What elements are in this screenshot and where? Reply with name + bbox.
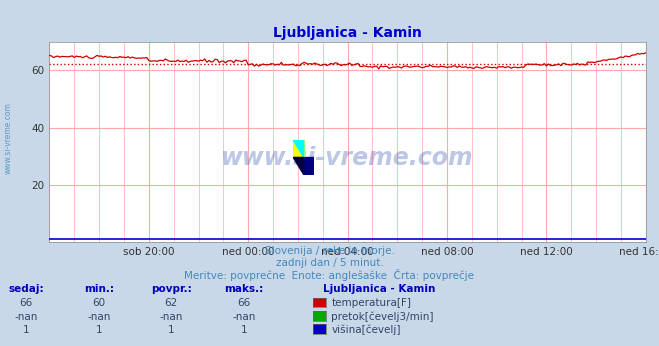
Text: maks.:: maks.: (224, 284, 264, 294)
Text: Ljubljanica - Kamin: Ljubljanica - Kamin (323, 284, 436, 294)
Text: -nan: -nan (159, 312, 183, 322)
Text: sedaj:: sedaj: (9, 284, 44, 294)
Text: -nan: -nan (14, 312, 38, 322)
Text: Meritve: povprečne  Enote: anglešaške  Črta: povprečje: Meritve: povprečne Enote: anglešaške Črt… (185, 268, 474, 281)
Text: temperatura[F]: temperatura[F] (331, 298, 411, 308)
Text: -nan: -nan (87, 312, 111, 322)
Text: zadnji dan / 5 minut.: zadnji dan / 5 minut. (275, 258, 384, 268)
Text: min.:: min.: (84, 284, 114, 294)
Bar (304, 157, 314, 175)
Text: 1: 1 (168, 325, 175, 335)
Text: pretok[čevelj3/min]: pretok[čevelj3/min] (331, 311, 434, 322)
Text: 1: 1 (241, 325, 247, 335)
Text: Slovenija / reke in morje.: Slovenija / reke in morje. (264, 246, 395, 256)
Bar (293, 140, 304, 157)
Polygon shape (293, 157, 304, 175)
Text: 62: 62 (165, 298, 178, 308)
Text: www.si-vreme.com: www.si-vreme.com (3, 102, 13, 174)
Text: 1: 1 (96, 325, 102, 335)
Text: višina[čevelj]: višina[čevelj] (331, 324, 401, 335)
Title: Ljubljanica - Kamin: Ljubljanica - Kamin (273, 26, 422, 40)
Text: povpr.:: povpr.: (151, 284, 192, 294)
Polygon shape (293, 140, 304, 157)
Text: 60: 60 (92, 298, 105, 308)
Text: 1: 1 (23, 325, 30, 335)
Text: 66: 66 (237, 298, 250, 308)
Text: 66: 66 (20, 298, 33, 308)
Text: -nan: -nan (232, 312, 256, 322)
Text: www.si-vreme.com: www.si-vreme.com (221, 146, 474, 170)
